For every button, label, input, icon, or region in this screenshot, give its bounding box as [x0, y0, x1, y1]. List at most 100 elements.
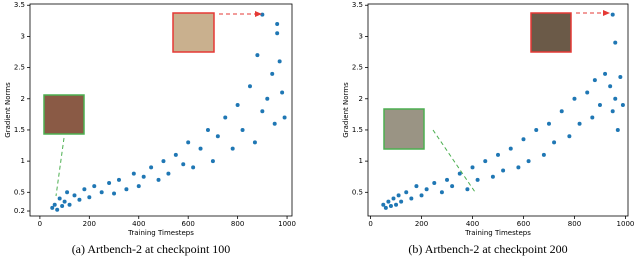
thumbnail-left-high — [172, 11, 262, 53]
point — [610, 12, 615, 17]
point — [450, 184, 455, 189]
point — [72, 193, 77, 198]
point — [396, 193, 401, 198]
point — [191, 165, 196, 170]
point — [280, 90, 285, 95]
point — [399, 199, 404, 204]
point — [590, 115, 595, 120]
point — [260, 12, 265, 17]
point — [252, 140, 257, 145]
point — [205, 127, 210, 132]
scatter-panel: 0 200 400 600 800 1000 0.5 1 1.5 2 2.5 3 3.5 Training… — [342, 1, 634, 256]
point — [475, 177, 480, 182]
point — [603, 71, 608, 76]
point — [404, 190, 409, 195]
point — [57, 196, 62, 201]
point — [181, 162, 186, 167]
plot-frame — [367, 3, 629, 217]
point — [567, 134, 572, 139]
point — [496, 152, 500, 157]
point — [383, 205, 388, 210]
x-tick-label: 800 — [231, 220, 244, 228]
point — [131, 171, 136, 176]
point — [166, 171, 171, 176]
point — [282, 115, 287, 120]
point — [501, 168, 506, 173]
point — [55, 207, 60, 212]
point — [552, 140, 557, 145]
x-tick-label: 400 — [132, 220, 145, 228]
y-tick-label: 2.5 — [14, 64, 25, 72]
point — [388, 204, 393, 209]
y-axis-label: Gradient Norms — [4, 82, 12, 138]
point — [116, 177, 121, 182]
point — [60, 204, 65, 209]
point — [275, 31, 280, 36]
point — [99, 190, 104, 195]
point — [470, 165, 475, 170]
y-tick-label: 3 — [21, 32, 25, 40]
x-tick-label: 0 — [368, 220, 372, 228]
y-tick-label: 1.5 — [14, 126, 25, 134]
point — [186, 140, 191, 145]
point — [272, 121, 277, 126]
point — [394, 202, 399, 207]
y-tick-label: 0.2 — [14, 207, 25, 215]
point — [432, 180, 437, 185]
point — [414, 184, 419, 189]
point — [541, 152, 546, 157]
point — [439, 190, 444, 195]
x-axis-label: Training Timesteps — [127, 229, 194, 237]
thumbnail-left-low — [43, 94, 85, 197]
point — [77, 197, 82, 202]
point — [613, 96, 618, 101]
point — [107, 180, 112, 185]
x-tick-label: 800 — [568, 220, 581, 228]
point — [386, 199, 391, 204]
point — [572, 96, 577, 101]
point — [112, 191, 117, 196]
point — [483, 159, 488, 164]
point — [141, 174, 146, 179]
point — [265, 96, 270, 101]
point — [87, 195, 92, 200]
point — [50, 205, 55, 210]
y-axis-label: Gradient Norms — [342, 82, 350, 138]
point — [149, 165, 154, 170]
point — [419, 193, 424, 198]
point — [546, 121, 551, 126]
y-tick-label: 2.5 — [352, 64, 363, 72]
point — [608, 84, 613, 89]
point — [65, 190, 70, 195]
point — [62, 199, 67, 204]
point — [409, 196, 414, 201]
point — [508, 146, 513, 151]
point — [577, 121, 582, 126]
scatter-panel: 0 200 400 600 800 1000 0.2 0.5 1 1.5 2 2.5 3 3.5 Train… — [4, 1, 296, 256]
point — [391, 196, 396, 201]
y-tick-label: 3.5 — [352, 1, 363, 9]
point — [136, 184, 141, 189]
point — [124, 187, 129, 192]
y-tick-label: 1.5 — [352, 126, 363, 134]
point — [516, 165, 521, 170]
point — [620, 103, 625, 108]
x-tick-label: 1000 — [278, 220, 296, 228]
point — [173, 152, 178, 157]
point — [615, 127, 620, 132]
x-tick-label: 600 — [182, 220, 195, 228]
x-tick-label: 0 — [38, 220, 42, 228]
point — [521, 137, 526, 142]
point — [82, 187, 87, 192]
point — [270, 71, 275, 76]
point — [490, 174, 495, 179]
point — [445, 177, 450, 182]
point — [526, 159, 531, 164]
point — [465, 187, 470, 192]
caption: (a) Artbench-2 at checkpoint 100 — [72, 242, 231, 256]
y-tick-label: 1 — [21, 157, 25, 165]
point — [235, 103, 240, 108]
point — [275, 21, 280, 26]
x-axis-label: Training Timesteps — [464, 229, 531, 237]
